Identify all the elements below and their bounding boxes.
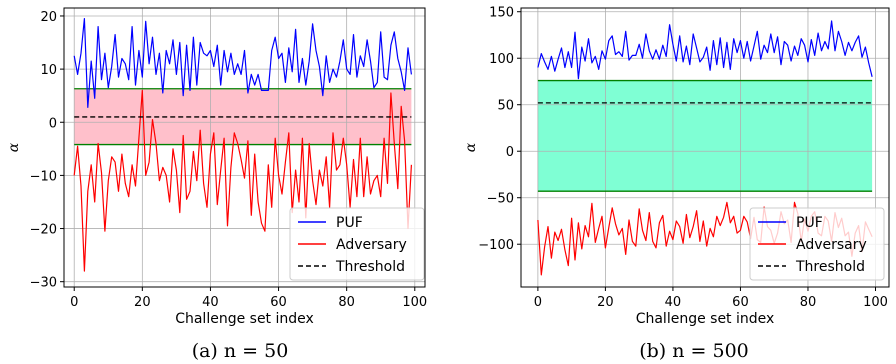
legend: PUF Adversary Threshold bbox=[749, 207, 885, 281]
y-tick-label: −50 bbox=[487, 192, 514, 207]
x-tick-label: 100 bbox=[402, 295, 427, 310]
legend-box bbox=[289, 207, 425, 281]
x-axis-label: Challenge set index bbox=[636, 311, 775, 327]
series-line-adversary bbox=[73, 89, 412, 272]
series-line-puf bbox=[73, 18, 412, 109]
legend-label: PUF bbox=[336, 215, 363, 231]
legend-label: Threshold bbox=[795, 259, 865, 275]
chart-panel-b: 0 20 40 60 80 100 −100 −50 0 50 100 150 Challenge se… bbox=[463, 6, 890, 362]
legend-label: Adversary bbox=[796, 237, 867, 253]
y-axis-label: α bbox=[6, 142, 22, 152]
x-tick-label: 20 bbox=[134, 295, 151, 310]
figure-caption: (a) n = 50 bbox=[192, 340, 289, 362]
x-tick-label: 60 bbox=[270, 295, 287, 310]
y-tick-label: 10 bbox=[40, 63, 57, 78]
x-tick-label: 0 bbox=[70, 295, 78, 310]
y-tick-label: 0 bbox=[506, 145, 514, 160]
x-tick-label: 60 bbox=[732, 295, 749, 310]
figure-caption: (b) n = 500 bbox=[639, 340, 749, 362]
y-tick-label: −30 bbox=[30, 276, 57, 291]
x-tick-label: 20 bbox=[597, 295, 614, 310]
y-axis-label: α bbox=[463, 142, 479, 152]
x-tick-label: 80 bbox=[800, 295, 817, 310]
x-tick-label: 40 bbox=[202, 295, 219, 310]
x-tick-label: 0 bbox=[534, 295, 542, 310]
x-tick-label: 40 bbox=[665, 295, 682, 310]
y-tick-label: 100 bbox=[489, 52, 514, 67]
x-axis-label: Challenge set index bbox=[175, 311, 314, 327]
x-tick-label: 80 bbox=[338, 295, 355, 310]
y-tick-label: −20 bbox=[30, 223, 57, 238]
legend-label: Adversary bbox=[336, 237, 407, 253]
y-tick-label: −100 bbox=[478, 238, 514, 253]
legend-box bbox=[749, 207, 885, 281]
legend-label: Threshold bbox=[335, 259, 405, 275]
plot-frame bbox=[63, 7, 426, 288]
y-tick-label: 50 bbox=[497, 99, 514, 114]
y-tick-label: 150 bbox=[489, 6, 514, 21]
y-tick-label: 20 bbox=[40, 10, 57, 25]
x-tick-label: 100 bbox=[863, 295, 888, 310]
series-line-puf bbox=[537, 20, 873, 80]
legend: PUF Adversary Threshold bbox=[289, 207, 425, 281]
chart-panel-a: 0 20 40 60 80 100 −30 −20 −10 0 10 20 Challenge set … bbox=[6, 7, 427, 362]
legend-label: PUF bbox=[796, 215, 823, 231]
y-tick-label: 0 bbox=[49, 116, 57, 131]
plot-frame bbox=[520, 7, 890, 288]
acceptance-band bbox=[537, 80, 873, 192]
y-tick-label: −10 bbox=[30, 169, 57, 184]
